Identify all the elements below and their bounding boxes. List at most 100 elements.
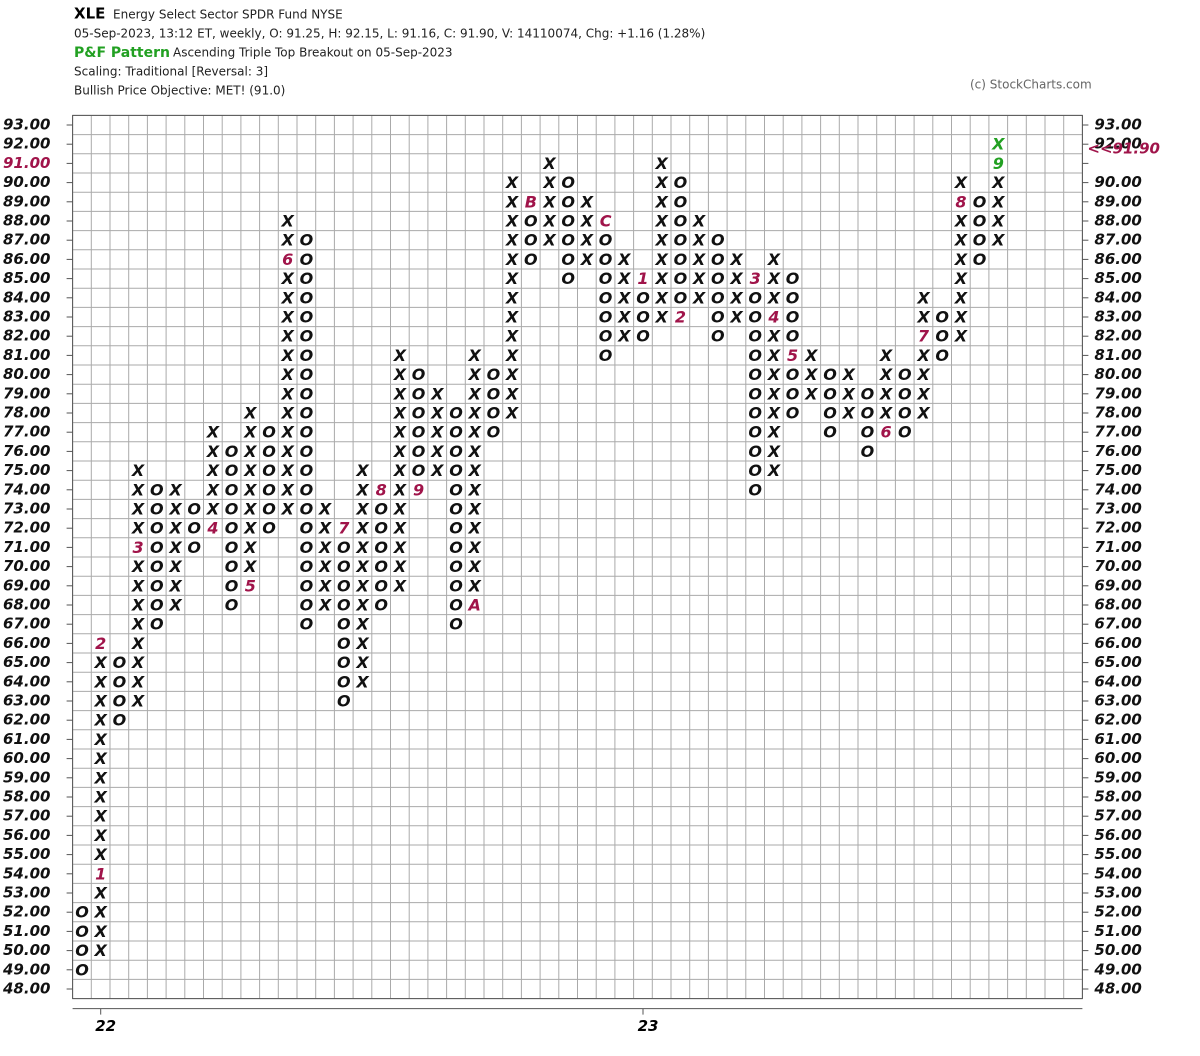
x-box: X: [318, 519, 332, 538]
o-box: O: [449, 404, 463, 423]
x-box: X: [991, 192, 1005, 211]
y-tick-label: 63.00: [1094, 692, 1141, 710]
x-box: X: [131, 653, 145, 672]
month-marker: 5: [787, 346, 798, 365]
y-tick-label: 84.00: [1094, 288, 1141, 306]
y-tick-label: 61.00: [3, 730, 50, 748]
x-box: X: [767, 384, 781, 403]
x-box: X: [243, 500, 257, 519]
x-box: X: [655, 308, 669, 327]
o-box: O: [898, 423, 912, 442]
x-box: X: [393, 404, 407, 423]
o-box: O: [674, 192, 688, 211]
x-box: X: [281, 500, 295, 519]
x-box: X: [767, 365, 781, 384]
o-box: O: [337, 557, 351, 576]
y-tick-label: 67.00: [3, 615, 50, 633]
x-box: X: [468, 519, 482, 538]
o-box: O: [561, 269, 575, 288]
x-box: X: [355, 576, 369, 595]
o-box: O: [300, 384, 314, 403]
x-box: X: [281, 308, 295, 327]
x-box: X: [617, 269, 631, 288]
x-box: X: [542, 231, 556, 250]
y-tick-label: 82.00: [1094, 327, 1141, 345]
x-box: X: [131, 615, 145, 634]
o-box: O: [935, 346, 949, 365]
o-box: O: [300, 365, 314, 384]
y-tick-label: 81.00: [3, 346, 50, 364]
y-tick-label: 92.00: [3, 135, 50, 153]
x-box: X: [617, 308, 631, 327]
o-box: O: [337, 672, 351, 691]
month-marker: 2: [95, 634, 106, 653]
x-box: X: [617, 250, 631, 269]
y-tick-label: 69.00: [1094, 576, 1141, 594]
o-box: O: [861, 384, 875, 403]
x-box: X: [318, 557, 332, 576]
o-box: O: [449, 538, 463, 557]
x-box: X: [954, 269, 968, 288]
o-box: O: [113, 672, 127, 691]
x-box: X: [281, 423, 295, 442]
o-box: O: [711, 250, 725, 269]
x-box: X: [842, 404, 856, 423]
security-name: Energy Select Sector SPDR Fund NYSE: [113, 8, 343, 22]
month-marker: C: [600, 212, 612, 231]
o-box: O: [225, 461, 239, 480]
o-box: O: [412, 384, 426, 403]
o-box: O: [524, 250, 538, 269]
x-box: X: [206, 480, 220, 499]
o-box: O: [113, 692, 127, 711]
o-box: O: [75, 941, 89, 960]
o-box: O: [636, 288, 650, 307]
o-box: O: [748, 480, 762, 499]
y-tick-label: 85.00: [1094, 269, 1141, 287]
x-box: X: [655, 288, 669, 307]
o-box: O: [300, 442, 314, 461]
o-box: O: [150, 538, 164, 557]
o-box: O: [337, 538, 351, 557]
y-tick-label: 50.00: [1094, 941, 1141, 959]
o-box: O: [75, 903, 89, 922]
x-box: X: [94, 653, 108, 672]
o-box: O: [374, 500, 388, 519]
y-tick-label: 80.00: [1094, 365, 1141, 383]
o-box: O: [449, 596, 463, 615]
y-tick-label: 60.00: [1094, 749, 1141, 767]
o-box: O: [599, 288, 613, 307]
x-box: X: [804, 346, 818, 365]
x-box: X: [767, 288, 781, 307]
x-box: X: [281, 288, 295, 307]
month-marker: 4: [767, 308, 779, 327]
y-tick-label: 93.00: [3, 116, 50, 134]
o-box: O: [412, 442, 426, 461]
o-box: O: [786, 384, 800, 403]
x-box: X: [580, 212, 594, 231]
y-tick-label: 53.00: [1094, 884, 1141, 902]
x-box: X: [505, 250, 519, 269]
o-box: O: [449, 500, 463, 519]
o-box: O: [262, 480, 276, 499]
o-box: O: [225, 576, 239, 595]
month-marker: 1: [95, 864, 106, 883]
o-box: O: [748, 365, 762, 384]
o-box: O: [374, 557, 388, 576]
y-tick-label: 52.00: [1094, 903, 1141, 921]
o-box: O: [748, 384, 762, 403]
o-box: O: [412, 404, 426, 423]
x-box: X: [692, 269, 706, 288]
o-box: O: [337, 634, 351, 653]
x-box: X: [243, 538, 257, 557]
x-box: X: [879, 365, 893, 384]
x-box: X: [505, 404, 519, 423]
o-box: O: [300, 461, 314, 480]
